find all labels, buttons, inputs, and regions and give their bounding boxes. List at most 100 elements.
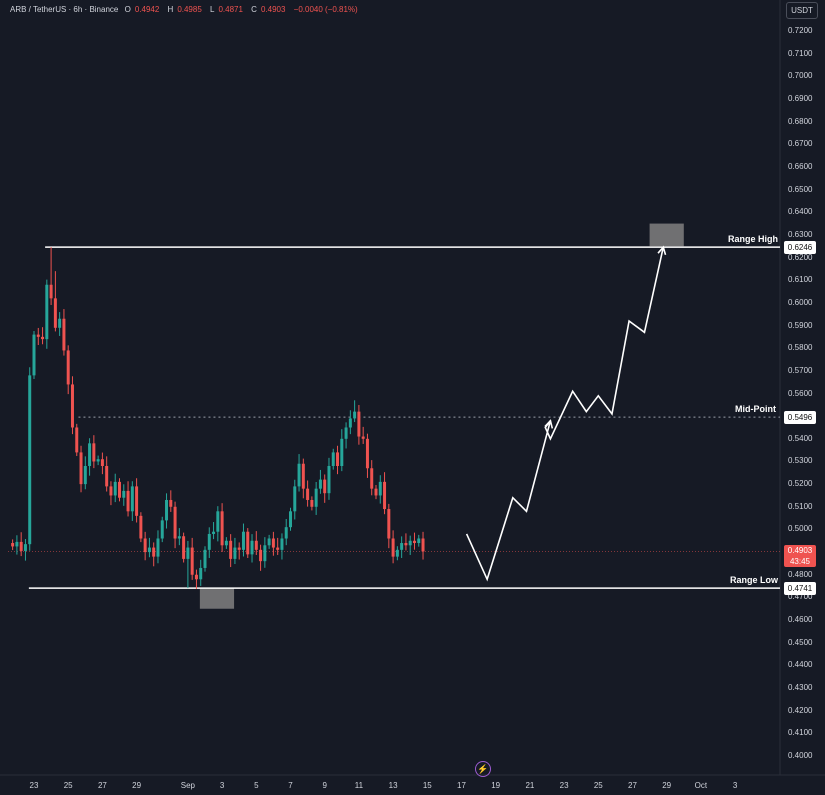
range-low-price-tag: 0.4741 xyxy=(784,582,816,596)
candle xyxy=(122,490,126,498)
symbol-name[interactable]: ARB / TetherUS · 6h · Binance xyxy=(10,5,119,14)
candle xyxy=(370,468,374,489)
candle xyxy=(100,459,104,466)
candle xyxy=(113,481,117,496)
candle xyxy=(139,515,143,539)
time-tick-label: 11 xyxy=(354,781,364,790)
candle xyxy=(408,540,412,546)
candle xyxy=(105,466,109,487)
time-tick-label: 19 xyxy=(491,781,501,790)
candle xyxy=(383,481,387,510)
candle xyxy=(70,384,74,428)
candle xyxy=(156,538,160,557)
time-tick-label: 27 xyxy=(97,781,107,790)
candle xyxy=(417,538,421,544)
price-tick-label: 0.5800 xyxy=(788,343,813,353)
lightning-icon[interactable]: ⚡ xyxy=(475,761,491,777)
candle xyxy=(241,531,245,550)
range-high-price-tag: 0.6246 xyxy=(784,241,816,255)
price-tick-label: 0.5600 xyxy=(788,388,813,398)
candle xyxy=(41,336,45,340)
time-tick-label: 29 xyxy=(662,781,672,790)
candle xyxy=(32,334,36,376)
candle xyxy=(276,547,280,550)
candle xyxy=(96,459,100,462)
candle xyxy=(190,547,194,575)
candle xyxy=(421,538,425,552)
time-tick-label: 13 xyxy=(388,781,398,790)
candle xyxy=(109,486,113,496)
candle xyxy=(118,481,121,498)
candle xyxy=(49,284,53,299)
candle xyxy=(400,543,404,550)
candle xyxy=(92,443,96,462)
time-tick-label: 15 xyxy=(422,781,432,790)
candle xyxy=(212,531,216,534)
close-value: 0.4903 xyxy=(260,5,286,14)
price-tick-label: 0.4100 xyxy=(788,728,813,738)
candle xyxy=(23,544,27,551)
price-tick-label: 0.7100 xyxy=(788,48,813,58)
candle xyxy=(318,479,322,489)
price-tick-label: 0.7200 xyxy=(788,26,813,35)
price-tick-label: 0.4200 xyxy=(788,705,813,715)
candle xyxy=(284,527,288,539)
candle xyxy=(297,463,301,487)
time-tick-label: 3 xyxy=(732,781,738,790)
time-tick-label: 27 xyxy=(628,781,637,790)
time-tick-label: 23 xyxy=(559,781,569,790)
candle xyxy=(143,538,147,553)
candle xyxy=(348,418,352,428)
candle xyxy=(83,466,87,485)
candle xyxy=(361,436,365,439)
time-tick-label: 23 xyxy=(29,781,39,790)
candle xyxy=(45,284,49,340)
candle xyxy=(306,488,310,500)
price-tick-label: 0.6600 xyxy=(788,161,813,171)
price-tick-label: 0.5100 xyxy=(788,501,813,511)
candle xyxy=(246,531,250,555)
price-tick-label: 0.6100 xyxy=(788,275,813,285)
price-tick-label: 0.4700 xyxy=(788,592,813,602)
candle xyxy=(36,334,40,337)
candle xyxy=(280,538,284,550)
time-tick-label: 17 xyxy=(457,781,466,790)
candle xyxy=(293,486,297,512)
target-box xyxy=(199,588,235,609)
time-tick-label: 25 xyxy=(593,781,603,790)
change-value: −0.0040 (−0.81%) xyxy=(293,5,358,14)
currency-button[interactable]: USDT xyxy=(786,2,818,19)
high-value: 0.4985 xyxy=(177,5,202,14)
candle xyxy=(58,318,62,328)
candle xyxy=(126,490,130,512)
candle xyxy=(301,463,305,489)
projection-arrowhead xyxy=(657,245,667,256)
candle xyxy=(391,538,395,557)
price-tick-label: 0.4300 xyxy=(788,683,813,693)
candle xyxy=(130,486,134,512)
candle xyxy=(289,511,292,528)
price-tick-label: 0.4800 xyxy=(788,569,813,579)
open-value: 0.4942 xyxy=(134,5,160,14)
last-price-tag: 0.4903 43:45 xyxy=(784,545,816,568)
candle xyxy=(152,547,156,557)
candle xyxy=(182,536,186,559)
candle xyxy=(186,547,190,559)
price-tick-label: 0.6300 xyxy=(788,229,813,239)
candle xyxy=(323,479,327,494)
candle xyxy=(378,481,382,496)
projection-arrowhead xyxy=(544,419,554,429)
projection-path xyxy=(465,246,665,582)
price-tick-label: 0.6700 xyxy=(788,139,813,149)
candle xyxy=(314,488,318,507)
candle xyxy=(387,509,391,539)
time-tick-label: 9 xyxy=(322,781,327,790)
price-tick-label: 0.4000 xyxy=(788,751,813,760)
candle xyxy=(75,427,79,453)
time-tick-label: 3 xyxy=(219,781,225,790)
candle xyxy=(19,541,23,551)
candle xyxy=(66,350,70,385)
price-tick-label: 0.4400 xyxy=(788,660,813,670)
candle xyxy=(177,536,181,539)
